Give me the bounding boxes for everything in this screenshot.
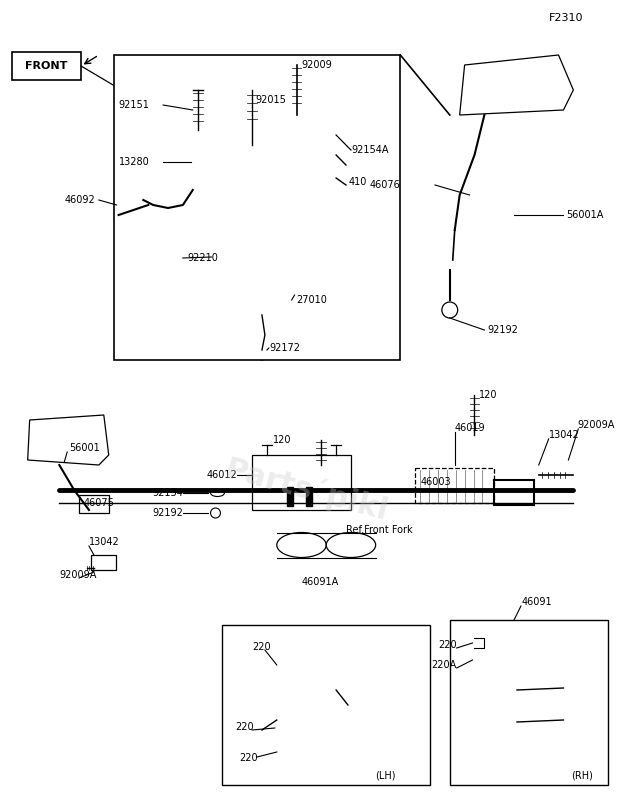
Text: 46075: 46075	[84, 498, 115, 508]
Bar	[287, 487, 293, 506]
Bar	[307, 487, 312, 506]
Bar	[450, 620, 608, 785]
FancyBboxPatch shape	[12, 52, 81, 80]
Text: 13280: 13280	[118, 157, 150, 167]
Text: 92009A: 92009A	[59, 570, 97, 580]
Text: 46091: 46091	[522, 597, 553, 607]
Text: 220: 220	[438, 640, 457, 650]
Text: 92192: 92192	[487, 325, 518, 335]
Text: 220: 220	[239, 753, 258, 763]
Text: 92210: 92210	[188, 253, 219, 263]
Text: 120: 120	[480, 390, 498, 400]
Text: 92009A: 92009A	[578, 420, 615, 430]
Text: 92154A: 92154A	[351, 145, 388, 155]
Text: 46092: 46092	[64, 195, 95, 205]
Text: 92015: 92015	[255, 95, 286, 105]
Text: 220: 220	[252, 642, 271, 652]
Text: 13042: 13042	[89, 537, 120, 547]
Text: 56001A: 56001A	[566, 210, 604, 220]
Bar	[79, 495, 109, 513]
Text: (LH): (LH)	[375, 770, 396, 780]
Bar	[202, 130, 247, 148]
Text: 13042: 13042	[549, 430, 579, 440]
Text: 92154: 92154	[152, 488, 183, 498]
Bar	[91, 555, 116, 570]
Text: (RH): (RH)	[571, 770, 593, 780]
Text: 92172: 92172	[269, 343, 300, 353]
Text: 46091A: 46091A	[302, 577, 339, 587]
Text: 46012: 46012	[206, 470, 237, 480]
Text: Parts´pikl: Parts´pikl	[221, 454, 391, 526]
Text: F2310: F2310	[549, 13, 583, 23]
Bar	[415, 468, 494, 503]
Text: 27010: 27010	[297, 295, 328, 305]
Text: 46019: 46019	[455, 423, 485, 433]
Bar	[237, 280, 292, 315]
Text: 56001: 56001	[69, 443, 100, 453]
Text: 92009: 92009	[302, 60, 332, 70]
Bar	[113, 55, 401, 360]
Text: 410: 410	[349, 177, 368, 187]
Bar	[222, 625, 430, 785]
Text: 92151: 92151	[118, 100, 150, 110]
Text: Ref.Front Fork: Ref.Front Fork	[346, 525, 412, 535]
Text: 220: 220	[235, 722, 254, 732]
Text: 46003: 46003	[420, 477, 451, 487]
Bar	[277, 680, 336, 730]
Bar	[193, 145, 267, 190]
Text: 46076: 46076	[369, 180, 401, 190]
Text: 92192: 92192	[152, 508, 183, 518]
Text: FRONT: FRONT	[26, 61, 68, 71]
Text: 220A: 220A	[432, 660, 457, 670]
Text: 120: 120	[273, 435, 292, 445]
